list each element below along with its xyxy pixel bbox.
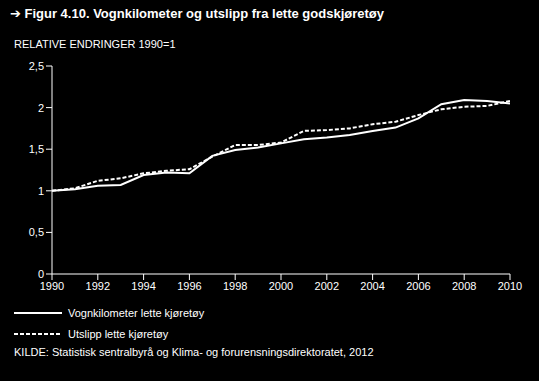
svg-text:1990: 1990 [40,280,64,292]
svg-text:2010: 2010 [498,280,522,292]
svg-text:1: 1 [38,185,44,197]
svg-text:2008: 2008 [452,280,476,292]
html-text:➔ Figur 4.10. Vognkilometer og: ➔ Figur 4.10. Vognkilometer og utslipp f… [10,6,384,21]
svg-text:1992: 1992 [86,280,110,292]
svg-text:0,5: 0,5 [29,226,44,238]
svg-text:2: 2 [38,102,44,114]
svg-text:2006: 2006 [406,280,430,292]
html-text:Utslipp lette kjøretøy: Utslipp lette kjøretøy [68,327,169,340]
svg-text:1996: 1996 [177,280,201,292]
svg-text:2,5: 2,5 [29,60,44,72]
svg-text:2002: 2002 [315,280,339,292]
html-text:KILDE: Statistisk sentralbyrå: KILDE: Statistisk sentralbyrå og Klima- … [14,346,374,358]
html-text:RELATIVE ENDRINGER 1990=1: RELATIVE ENDRINGER 1990=1 [14,38,176,50]
svg-text:1,5: 1,5 [29,143,44,155]
svg-text:1998: 1998 [223,280,247,292]
svg-text:2004: 2004 [360,280,384,292]
svg-text:1994: 1994 [131,280,155,292]
html-text:Vognkilometer lette kjøretøy: Vognkilometer lette kjøretøy [68,306,205,319]
svg-text:2000: 2000 [269,280,293,292]
svg-text:0: 0 [38,268,44,280]
